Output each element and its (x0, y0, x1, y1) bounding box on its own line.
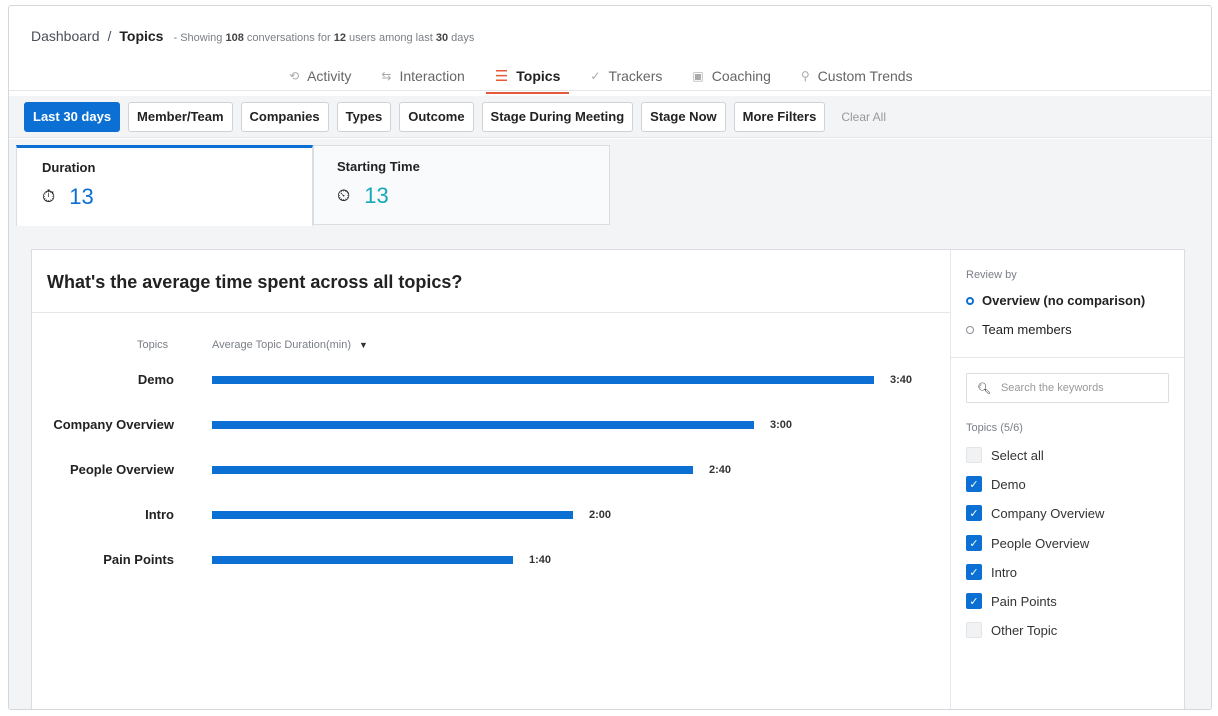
stage-during-meeting-button[interactable]: Stage During Meeting (481, 101, 634, 132)
companies-button[interactable]: Companies (240, 101, 329, 132)
duration-value: 13 (69, 184, 94, 209)
breadcrumb-separator: / (107, 28, 112, 44)
topic-checkbox[interactable]: ✓ Intro (966, 564, 1017, 580)
last-30-days-button[interactable]: Last 30 days (24, 101, 121, 132)
topic-checkbox[interactable]: ✓ Company Overview (966, 505, 1104, 521)
breadcrumb-current: Topics (119, 28, 164, 44)
bar-value-label: 3:40 (890, 374, 913, 386)
bar-row: Company Overview 3:00 (32, 415, 951, 435)
breadcrumb-dashboard[interactable]: Dashboard (31, 28, 100, 44)
checkbox-checked-icon: ✓ (966, 564, 982, 580)
checkbox-checked-icon: ✓ (966, 593, 982, 609)
chart-panel: What's the average time spent across all… (31, 249, 1185, 709)
bar[interactable] (212, 376, 874, 384)
radio-overview[interactable]: Overview (no comparison) (966, 293, 1145, 308)
tab-topics[interactable]: ☰ Topics (480, 64, 576, 94)
custom-trends-icon: ⚲ (800, 69, 810, 83)
bar-label: People Overview (69, 462, 174, 477)
checkbox-empty-icon (966, 622, 982, 638)
bar-value-label: 2:00 (589, 509, 612, 521)
caret-down-icon: ▼ (359, 340, 368, 350)
clock-icon: ⏲ (337, 186, 351, 205)
starting-time-value: 13 (364, 183, 389, 208)
topic-checkbox-label: Pain Points (991, 593, 1057, 609)
tab-coaching[interactable]: ▣ Coaching (692, 68, 771, 84)
bar-row: Demo 3:40 (32, 370, 951, 390)
member-team-button[interactable]: Member/Team (128, 101, 233, 132)
duration-label: Duration (42, 160, 96, 175)
chart-area: What's the average time spent across all… (32, 250, 951, 709)
outcome-button[interactable]: Outcome (399, 101, 474, 132)
bar[interactable] (212, 421, 754, 429)
activity-icon: ⟲ (289, 69, 300, 83)
interaction-icon: ⇆ (381, 69, 392, 83)
checkbox-checked-icon: ✓ (966, 535, 982, 551)
page-header: Dashboard / Topics - Showing 108 convers… (9, 6, 1211, 94)
starting-time-label: Starting Time (337, 159, 420, 174)
trackers-icon: ✓ (590, 69, 601, 83)
checkbox-checked-icon: ✓ (966, 476, 982, 492)
x-axis-header[interactable]: Average Topic Duration(min) ▼ (212, 339, 368, 351)
tab-trackers[interactable]: ✓ Trackers (590, 68, 663, 84)
bar-value-label: 1:40 (529, 554, 552, 566)
stage-now-button[interactable]: Stage Now (641, 101, 726, 132)
topic-checkbox-label: Intro (991, 564, 1018, 580)
tab-custom-trends[interactable]: ⚲ Custom Trends (800, 68, 913, 84)
bar-row: Intro 2:00 (32, 505, 951, 525)
radio-unselected-icon (966, 325, 974, 334)
bar-label: Intro (145, 507, 174, 522)
bar-value-label: 2:40 (709, 464, 732, 476)
section-nav: ⟲ Activity ⇆ Interaction ☰ Topics ✓ Trac… (274, 64, 928, 94)
more-filters-button[interactable]: More Filters (733, 101, 826, 132)
conversation-summary: - Showing 108 conversations for 12 users… (173, 32, 475, 44)
bar-label: Company Overview (53, 417, 174, 432)
checkbox-checked-icon: ✓ (966, 505, 982, 521)
bar-value-label: 3:00 (770, 419, 793, 431)
bar[interactable] (212, 466, 693, 474)
filter-bar: Last 30 days Member/Team Companies Types… (9, 96, 1211, 138)
topics-count-label: Topics (5/6) (966, 422, 1023, 434)
topics-icon: ☰ (494, 68, 509, 85)
bar[interactable] (212, 511, 573, 519)
topic-checkbox-label: Other Topic (991, 622, 1058, 638)
topic-checkbox-label: People Overview (991, 535, 1090, 551)
review-by-label: Review by (966, 269, 1017, 281)
clear-all-link[interactable]: Clear All (841, 109, 887, 124)
types-button[interactable]: Types (336, 101, 392, 132)
divider (32, 312, 950, 313)
topic-checkbox[interactable]: Select all (966, 447, 1044, 463)
bar[interactable] (212, 556, 513, 564)
checkbox-empty-icon (966, 447, 982, 463)
bar-row: People Overview 2:40 (32, 460, 951, 480)
topic-checkbox[interactable]: ✓ Pain Points (966, 593, 1057, 609)
divider (951, 357, 1184, 358)
stopwatch-icon: ⏱ (42, 187, 56, 206)
coaching-icon: ▣ (692, 69, 704, 83)
topic-checkbox[interactable]: ✓ Demo (966, 476, 1026, 492)
y-axis-header: Topics (137, 339, 169, 351)
content-area: Duration ⏱ 13 Starting Time ⏲ 13 What's … (9, 139, 1211, 709)
breadcrumb: Dashboard / Topics - Showing 108 convers… (31, 28, 474, 44)
review-sidebar: Review by Overview (no comparison) Team … (951, 250, 1184, 709)
topic-checkbox-label: Demo (991, 476, 1026, 492)
topic-checkbox[interactable]: ✓ People Overview (966, 535, 1089, 551)
tab-starting-time[interactable]: Starting Time ⏲ 13 (313, 145, 610, 225)
app-frame: Dashboard / Topics - Showing 108 convers… (8, 5, 1212, 710)
topic-checkbox-label: Select all (991, 447, 1044, 463)
topic-checkbox[interactable]: Other Topic (966, 622, 1057, 638)
tab-duration[interactable]: Duration ⏱ 13 (16, 145, 313, 226)
bar-row: Pain Points 1:40 (32, 550, 951, 570)
radio-team-members[interactable]: Team members (966, 322, 1072, 337)
tab-interaction[interactable]: ⇆ Interaction (381, 68, 465, 84)
search-icon: 🔍︎ (977, 382, 991, 395)
topic-checkbox-label: Company Overview (991, 505, 1105, 521)
bar-label: Demo (137, 372, 174, 387)
tab-activity[interactable]: ⟲ Activity (289, 68, 352, 84)
bar-label: Pain Points (103, 552, 174, 567)
radio-selected-icon (966, 296, 974, 305)
search-input[interactable]: 🔍︎ Search the keywords (966, 373, 1169, 403)
question-title: What's the average time spent across all… (47, 272, 463, 292)
